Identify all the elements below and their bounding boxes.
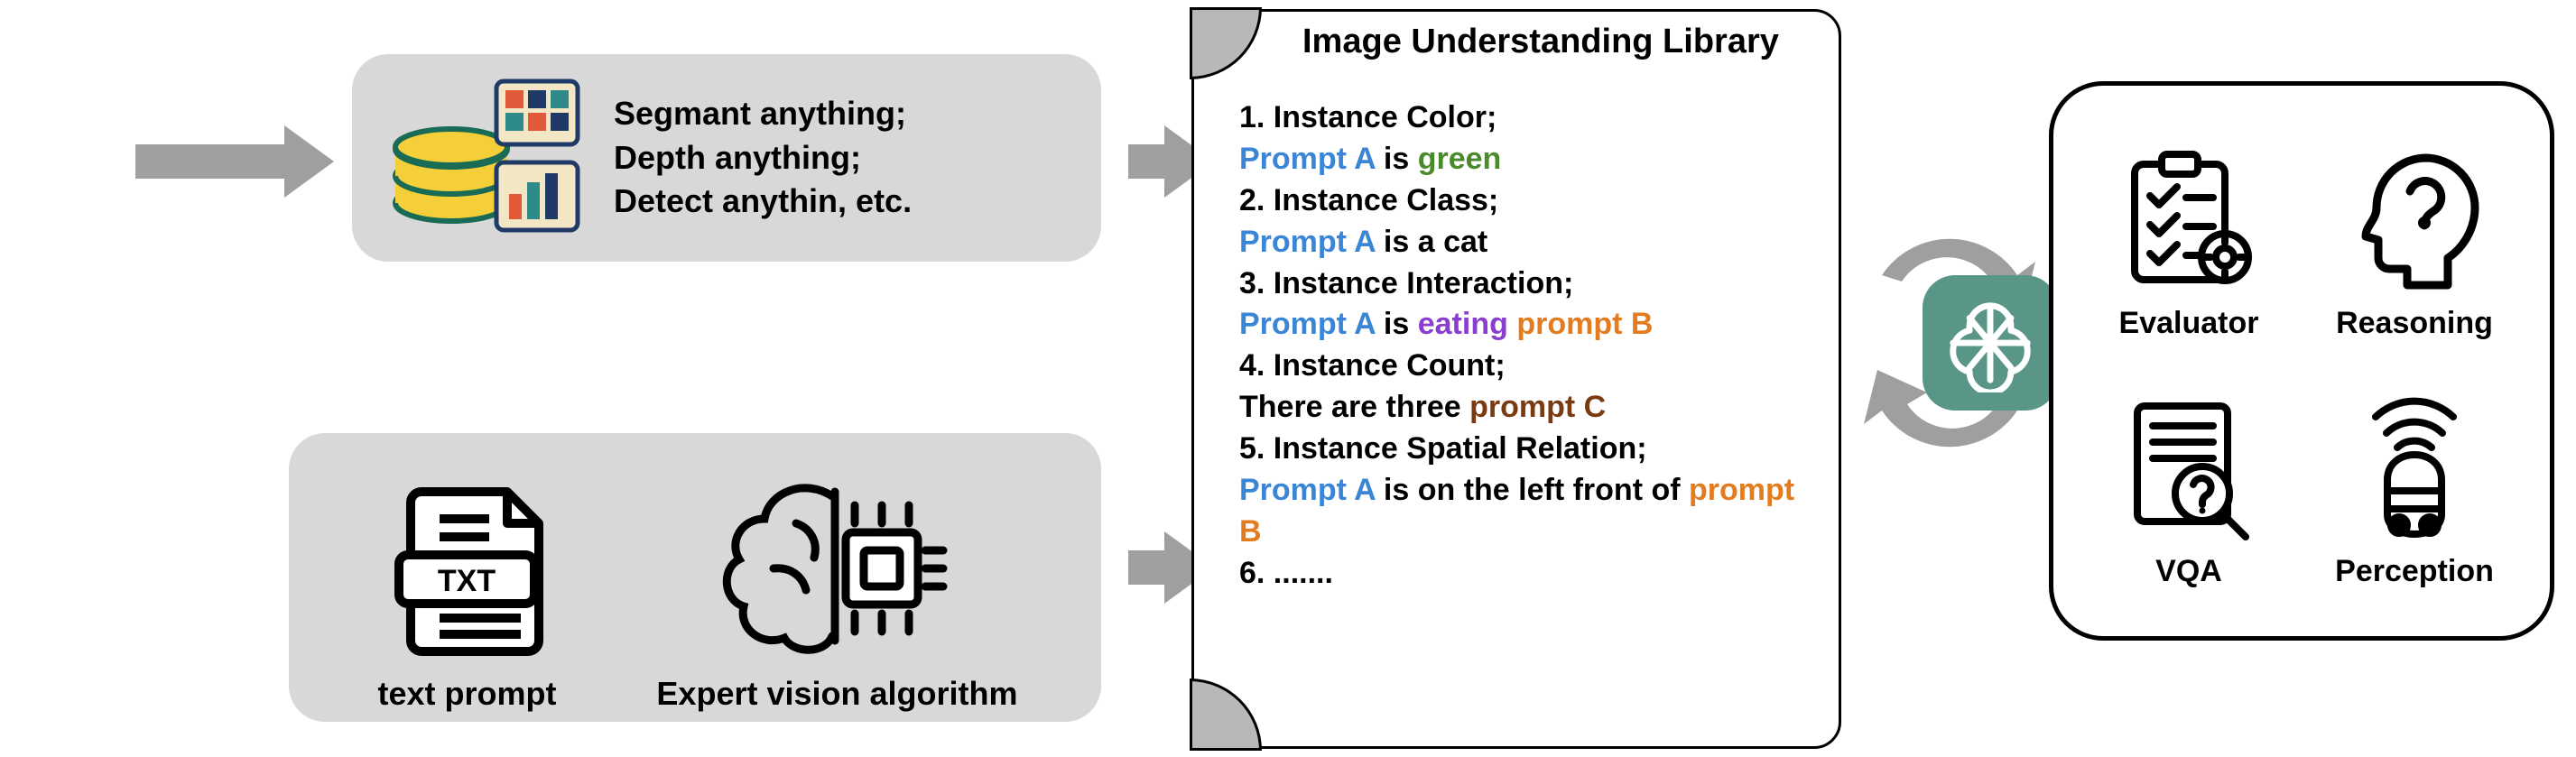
reasoning-icon: [2338, 142, 2491, 295]
arrow-into-top-panel: [135, 144, 289, 179]
library-item-head: 1. Instance Color;: [1239, 97, 1802, 139]
models-panel: Segmant anything; Depth anything; Detect…: [352, 54, 1101, 262]
library-item-body: Prompt A is on the left front of prompt …: [1239, 470, 1802, 553]
svg-text:TXT: TXT: [438, 564, 496, 598]
reasoning-label: Reasoning: [2336, 306, 2493, 341]
text-prompt-label: text prompt: [377, 675, 556, 713]
database-icon: [388, 77, 587, 239]
library-body: 1. Instance Color;Prompt A is green2. In…: [1239, 97, 1802, 595]
library-item-body: Prompt A is green: [1239, 139, 1802, 180]
library-item-head: 4. Instance Count;: [1239, 346, 1802, 387]
evaluator-label: Evaluator: [2119, 306, 2259, 341]
vqa-icon: [2112, 390, 2266, 543]
evaluator-icon: [2112, 142, 2266, 295]
txt-file-icon: TXT: [372, 469, 561, 659]
library-item-head: 2. Instance Class;: [1239, 180, 1802, 222]
models-line-1: Segmant anything;: [614, 92, 912, 136]
task-perception: Perception: [2306, 370, 2523, 609]
inputs-panel: TXT text prompt Expert vision algorithm: [289, 433, 1101, 722]
library-title: Image Understanding Library: [1302, 23, 1779, 61]
models-line-2: Depth anything;: [614, 136, 912, 180]
scroll-curl-top: [1190, 7, 1262, 79]
library-item-head: 3. Instance Interaction;: [1239, 263, 1802, 305]
task-reasoning: Reasoning: [2306, 122, 2523, 361]
arrow-top-to-scroll: [1128, 144, 1169, 179]
gpt-icon: [1923, 275, 2058, 411]
models-line-3: Detect anythin, etc.: [614, 180, 912, 224]
library-item-head: 5. Instance Spatial Relation;: [1239, 429, 1802, 470]
library-item-head: 6. .......: [1239, 553, 1802, 595]
library-scroll: Image Understanding Library 1. Instance …: [1191, 9, 1841, 749]
tasks-panel: Evaluator Reasoning VQA: [2049, 81, 2554, 641]
task-vqa: VQA: [2080, 370, 2297, 609]
perception-label: Perception: [2335, 554, 2494, 589]
brain-chip-icon: [710, 469, 963, 659]
scroll-curl-bottom: [1190, 679, 1262, 751]
models-list: Segmant anything; Depth anything; Detect…: [614, 92, 912, 224]
text-prompt-block: TXT text prompt: [372, 469, 561, 713]
vqa-label: VQA: [2155, 554, 2222, 589]
perception-icon: [2338, 390, 2491, 543]
task-evaluator: Evaluator: [2080, 122, 2297, 361]
expert-vision-block: Expert vision algorithm: [656, 469, 1017, 713]
expert-vision-label: Expert vision algorithm: [656, 675, 1017, 713]
library-item-body: Prompt A is a cat: [1239, 222, 1802, 263]
library-item-body: Prompt A is eating prompt B: [1239, 304, 1802, 346]
arrow-bottom-to-scroll: [1128, 550, 1169, 585]
library-item-body: There are three prompt C: [1239, 387, 1802, 429]
